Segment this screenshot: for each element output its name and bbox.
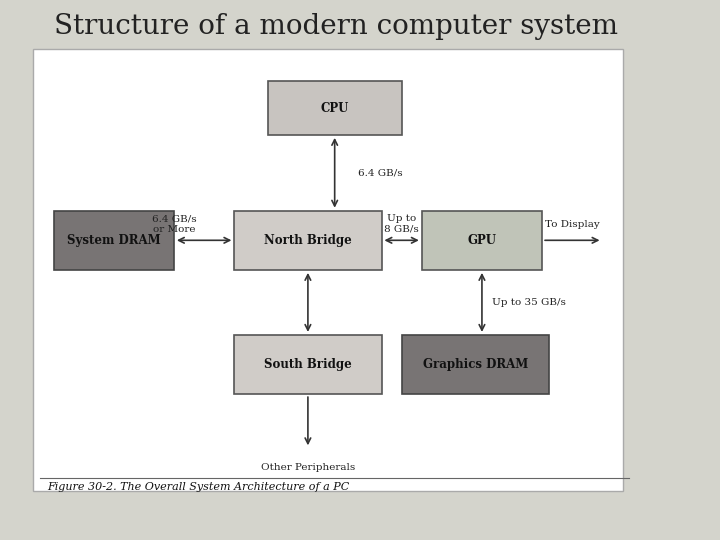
Text: Up to
8 GB/s: Up to 8 GB/s [384,214,419,234]
Text: System DRAM: System DRAM [67,234,161,247]
FancyArrowPatch shape [179,238,230,243]
FancyArrowPatch shape [545,238,598,243]
Text: GPU: GPU [467,234,496,247]
Text: Other Peripherals: Other Peripherals [261,463,355,471]
FancyArrowPatch shape [332,140,338,206]
FancyBboxPatch shape [268,81,402,135]
Text: CPU: CPU [320,102,349,114]
Text: Figure 30-2. The Overall System Architecture of a PC: Figure 30-2. The Overall System Architec… [47,482,349,492]
Text: To Display: To Display [545,220,600,228]
FancyBboxPatch shape [234,335,382,394]
Text: North Bridge: North Bridge [264,234,352,247]
FancyArrowPatch shape [386,238,417,243]
Text: 6.4 GB/s
or More: 6.4 GB/s or More [152,214,197,234]
FancyBboxPatch shape [402,335,549,394]
Text: 6.4 GB/s: 6.4 GB/s [358,168,402,177]
Text: Up to 35 GB/s: Up to 35 GB/s [492,298,566,307]
FancyArrowPatch shape [480,275,485,330]
FancyBboxPatch shape [234,211,382,270]
Text: South Bridge: South Bridge [264,358,352,371]
FancyBboxPatch shape [422,211,542,270]
FancyBboxPatch shape [33,49,623,491]
FancyBboxPatch shape [53,211,174,270]
FancyArrowPatch shape [305,275,311,330]
FancyArrowPatch shape [305,397,311,443]
Text: Structure of a modern computer system: Structure of a modern computer system [53,14,618,40]
Text: Graphics DRAM: Graphics DRAM [423,358,528,371]
